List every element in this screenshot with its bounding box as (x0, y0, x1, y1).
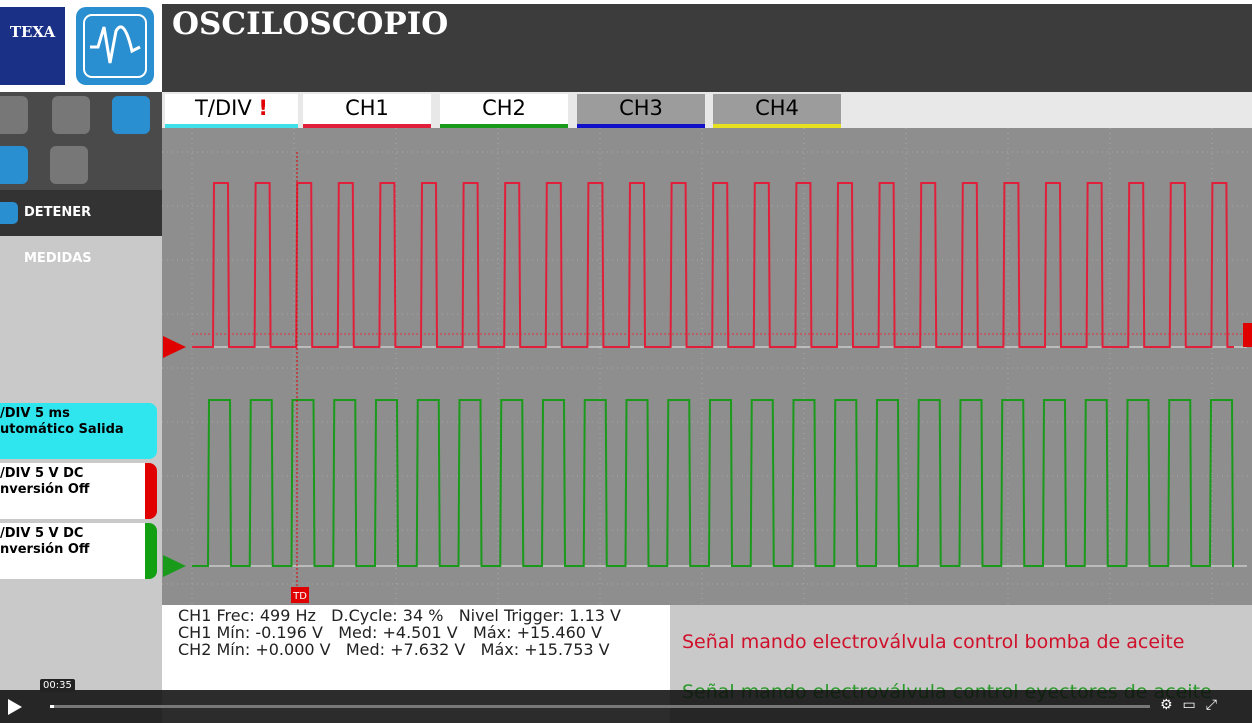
tab[interactable]: CH3 (577, 94, 705, 128)
grid (162, 128, 1252, 605)
ch1-marker (163, 336, 186, 358)
play-button[interactable] (4, 696, 26, 718)
progress-fill (50, 705, 54, 708)
stop-icon (0, 202, 18, 224)
tab-label: T/DIV (195, 96, 252, 120)
panel-line: /DIV 5 ms (0, 406, 70, 421)
tab[interactable]: T/DIV ! (165, 94, 298, 128)
progress-bar[interactable] (50, 705, 1150, 708)
stop-label: DETENER MEDIDAS (24, 205, 92, 266)
tdiv-panel[interactable]: /DIV 5 ms utomático Salida (0, 403, 157, 459)
meas-row: CH1 Frec: 499 Hz D.Cycle: 34 % Nivel Tri… (178, 607, 670, 624)
zoom-button[interactable] (0, 96, 28, 134)
player-icons[interactable]: ⚙▭⤢ (1160, 697, 1227, 713)
meas-row: CH2 Mín: +0.000 V Med: +7.632 V Máx: +15… (178, 641, 670, 658)
tab[interactable]: CH1 (303, 94, 431, 128)
tab[interactable]: CH2 (440, 94, 568, 128)
time-tooltip: 00:35 (40, 679, 75, 692)
title-bar (162, 4, 1252, 92)
caption: Señal mando electroválvula control bomba… (682, 631, 1185, 653)
meas: D.Cycle: 34 % (331, 606, 444, 625)
td-box (291, 587, 309, 603)
logo: TEXA (0, 7, 65, 85)
settings-button[interactable] (52, 96, 90, 134)
meas: CH2 Mín: +0.000 V (178, 640, 331, 659)
trigger-handle (1243, 323, 1252, 347)
ch2-waveform (192, 399, 1234, 567)
page-title: OSCILOSCOPIO (172, 6, 449, 42)
scope-plot: TD (162, 128, 1252, 605)
ch1-panel[interactable]: /DIV 5 V DC nversión Off (0, 463, 157, 519)
meas: Med: +7.632 V (345, 640, 466, 659)
panel-line: utomático Salida (0, 422, 124, 437)
meas-row: CH1 Mín: -0.196 V Med: +4.501 V Máx: +15… (178, 624, 670, 641)
panel-line: /DIV 5 V DC (0, 526, 84, 541)
tab[interactable]: CH4 (713, 94, 841, 128)
panel-line: nversión Off (0, 542, 90, 557)
meas: CH1 Mín: -0.196 V (178, 623, 323, 642)
meas: CH1 Frec: 499 Hz (178, 606, 316, 625)
meas: Máx: +15.460 V (473, 623, 602, 642)
video-controls: ⚙▭⤢ (0, 690, 1252, 723)
app-icon-graphic (83, 14, 147, 78)
td-label: TD (292, 591, 307, 602)
meas: Med: +4.501 V (338, 623, 458, 642)
alert-icon: ! (258, 96, 268, 120)
meas: Nivel Trigger: 1.13 V (458, 606, 621, 625)
print-button[interactable] (50, 146, 88, 184)
ch1-waveform (192, 182, 1234, 348)
measurements: CH1 Frec: 499 Hz D.Cycle: 34 % Nivel Tri… (162, 605, 670, 695)
scope-button[interactable] (112, 96, 150, 134)
ch2-panel[interactable]: /DIV 5 V DC nversión Off (0, 523, 157, 579)
app-icon[interactable] (76, 7, 154, 85)
ch2-marker (163, 555, 186, 577)
panel-line: nversión Off (0, 482, 90, 497)
config-button[interactable] (0, 146, 28, 184)
meas: Máx: +15.753 V (480, 640, 610, 659)
panel-line: /DIV 5 V DC (0, 466, 84, 481)
stop-button[interactable]: DETENER MEDIDAS (0, 190, 162, 266)
plot-bg (162, 128, 1252, 605)
